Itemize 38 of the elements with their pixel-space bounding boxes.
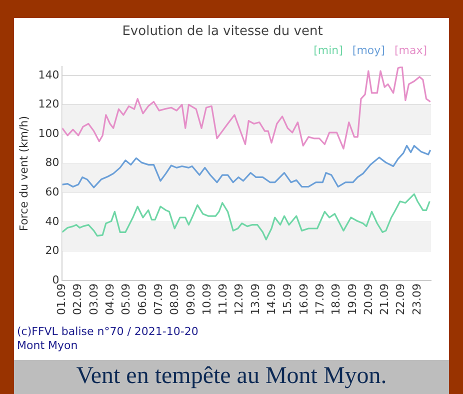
x-tick-label: 15.09 [281, 284, 294, 316]
x-tick-label: 22.09 [394, 284, 408, 316]
y-tick-label: 120 [38, 98, 60, 111]
x-tick-label: 16.09 [297, 284, 310, 316]
y-tick-label: 80 [45, 156, 60, 170]
text: [moy] [352, 44, 385, 57]
x-tick-label: 03.09 [87, 284, 100, 316]
x-tick-label: 18.09 [330, 284, 343, 316]
y-tick-label: 140 [38, 68, 60, 82]
x-tick-label: 19.09 [346, 284, 359, 316]
x-tick-label: 07.09 [152, 284, 165, 316]
x-tick-label: 05.09 [120, 284, 133, 316]
y-tick-label: 60 [45, 185, 60, 198]
text: Mont Myon [17, 339, 79, 353]
y-tick-label: 40 [45, 214, 60, 228]
x-tick-label: 20.09 [362, 284, 375, 316]
x-tick-label: 11.09 [216, 284, 230, 316]
x-tick-label: 13.09 [248, 284, 262, 316]
x-tick-label: 04.09 [104, 284, 117, 316]
y-axis-title: Force du vent (km/h) [17, 116, 30, 232]
x-tick-label: 09.09 [184, 284, 198, 316]
x-tick-label: 08.09 [168, 284, 182, 316]
text: (c)FFVL balise n°70 / 2021-10-20 [17, 325, 200, 339]
y-tick-label: 20 [45, 244, 60, 258]
text: Vent en tempête au Mont Myon. [14, 360, 449, 394]
x-tick-label: 06.09 [136, 284, 149, 316]
chart-title: Evolution de la vitesse du vent [122, 24, 323, 40]
x-tick-label: 12.09 [232, 284, 246, 316]
x-tick-label: 17.09 [313, 284, 326, 316]
x-tick-label: 10.09 [200, 284, 214, 316]
x-tick-label: 23.09 [410, 284, 424, 316]
x-tick-label: 14.09 [265, 284, 278, 316]
series-label: [max] [394, 44, 428, 57]
y-tick-label: 100 [38, 126, 60, 140]
x-tick-label: 02.09 [71, 284, 84, 316]
x-tick-label: 01.09 [55, 284, 68, 316]
text: [min] [314, 44, 343, 57]
x-tick-label: 21.09 [378, 284, 392, 316]
